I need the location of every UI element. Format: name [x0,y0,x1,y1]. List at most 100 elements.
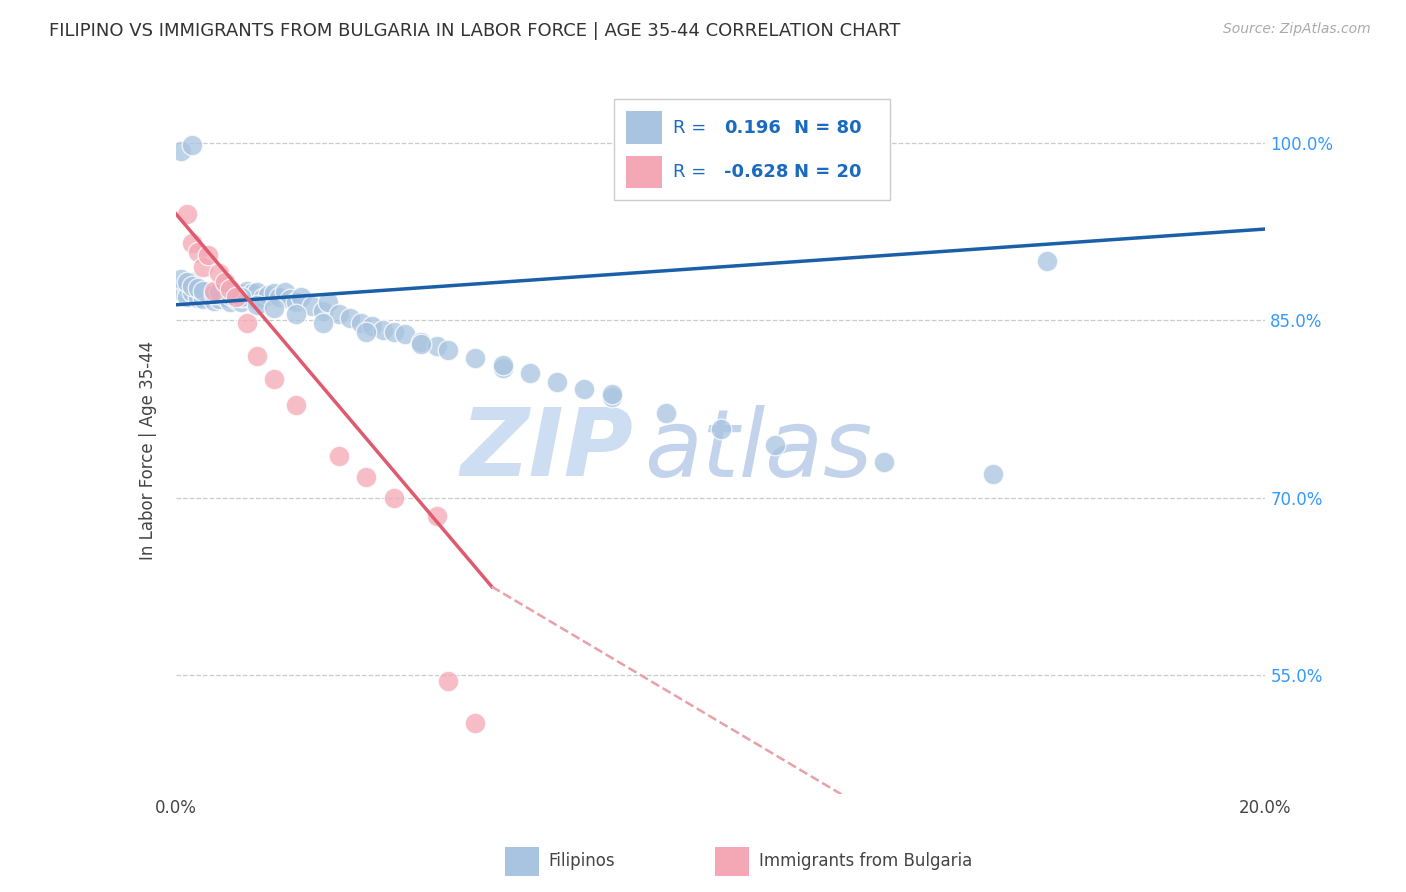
FancyBboxPatch shape [614,99,890,200]
Point [225,292,247,306]
Point [231,289,253,303]
Point [191,292,214,306]
Point [409,334,432,349]
Point [208,292,231,306]
Text: N = 20: N = 20 [794,163,862,181]
Point [1036,254,1059,268]
Point [191,260,214,274]
Point [290,289,312,303]
Point [208,287,231,301]
Point [219,285,242,299]
Point [284,307,307,321]
Point [176,275,198,289]
Point [356,325,378,339]
Text: Source: ZipAtlas.com: Source: ZipAtlas.com [1223,22,1371,37]
Point [284,399,307,413]
Point [437,674,460,689]
Point [186,282,209,296]
Point [214,275,236,289]
Point [231,287,253,301]
Point [208,285,231,299]
Text: N = 80: N = 80 [794,119,862,136]
Point [426,508,449,523]
Point [350,316,373,330]
Point [278,292,301,306]
Point [176,280,198,294]
Point [202,287,225,301]
Point [214,282,236,296]
Point [301,299,323,313]
Point [464,715,486,730]
Bar [626,112,662,145]
Point [360,319,382,334]
Point [318,295,340,310]
Point [328,307,350,321]
Point [394,327,416,342]
Point [246,298,269,312]
Point [371,323,394,337]
Point [191,284,214,298]
Text: Immigrants from Bulgaria: Immigrants from Bulgaria [759,852,972,870]
Point [263,372,285,386]
Point [981,467,1004,482]
Point [574,382,596,396]
Point [170,284,193,298]
Point [231,295,253,310]
Point [492,358,515,372]
Point [225,289,247,303]
Point [235,316,257,330]
Point [464,351,486,365]
Point [284,295,307,310]
Point [181,285,204,299]
Point [246,293,269,307]
Point [170,271,193,285]
Point [202,284,225,298]
Point [246,285,269,299]
Text: Filipinos: Filipinos [548,852,614,870]
Point [181,236,204,251]
Point [409,337,432,351]
Point [382,491,405,505]
Point [181,278,204,293]
Point [197,248,219,262]
Point [492,360,515,375]
Text: -0.628: -0.628 [724,163,789,181]
Point [225,287,247,301]
Point [219,288,242,302]
Point [274,285,297,299]
Text: 0.196: 0.196 [724,119,780,136]
Point [312,316,335,330]
Point [235,289,257,303]
Point [186,281,209,295]
Point [600,386,623,401]
Y-axis label: In Labor Force | Age 35-44: In Labor Force | Age 35-44 [139,341,157,560]
Bar [626,155,662,188]
Point [312,303,335,318]
Point [181,137,204,152]
Text: R =: R = [673,119,713,136]
Point [176,289,198,303]
Point [208,266,231,280]
Point [437,343,460,357]
Point [519,367,541,381]
Text: FILIPINO VS IMMIGRANTS FROM BULGARIA IN LABOR FORCE | AGE 35-44 CORRELATION CHAR: FILIPINO VS IMMIGRANTS FROM BULGARIA IN … [49,22,901,40]
Point [235,284,257,298]
Point [382,325,405,339]
Point [197,284,219,298]
Point [426,339,449,353]
Point [219,295,242,310]
Point [191,285,214,300]
Point [170,144,193,158]
Point [202,294,225,309]
Bar [716,847,749,876]
Point [328,450,350,464]
Point [252,291,274,305]
Point [246,349,269,363]
Text: atlas: atlas [644,405,873,496]
Point [873,455,896,469]
Point [546,375,568,389]
Point [197,288,219,302]
Point [655,406,678,420]
Point [600,390,623,404]
Point [710,422,733,436]
